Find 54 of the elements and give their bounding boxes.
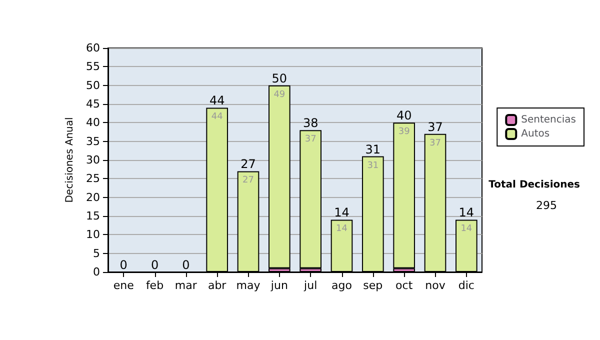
x-tick-label: ago [332,279,352,292]
total-label: 27 [240,157,256,172]
y-tick-label: 30 [86,154,100,166]
x-tick-label: may [236,279,261,292]
y-tick-label: 45 [86,98,100,110]
data-label: 37 [430,138,441,148]
total-label: 50 [272,71,288,86]
bar [268,85,290,268]
x-tick-label: jul [303,279,318,292]
y-tick-label: 55 [86,60,100,74]
x-tick-label: abr [208,279,227,292]
data-label: 14 [336,224,348,234]
text: Total Decisiones [488,180,580,190]
data-label: 31 [367,160,379,171]
data-label: 37 [304,134,316,145]
total-label: 44 [209,94,225,108]
x-tick-label: ene [113,279,134,292]
x-tick-label: feb [146,279,164,292]
x-tick-label: sep [363,279,383,292]
y-tick-label: 0 [93,266,100,278]
total-label: 31 [365,142,381,156]
total-label: 0 [120,258,128,272]
total-label: 14 [458,206,474,220]
total-label: 0 [182,258,190,272]
total-label: 0 [150,258,159,272]
data-label: 44 [211,112,224,122]
total-label: 37 [428,120,443,134]
bar [300,130,322,268]
x-tick-label: nov [425,279,446,292]
bar [393,122,415,268]
total-label: 40 [396,108,412,123]
x-tick-label: mar [174,279,198,292]
total-label: 38 [302,116,318,130]
y-tick-label: 5 [93,246,100,260]
data-label: 49 [274,90,286,100]
y-tick-label: 40 [86,116,100,130]
y-tick-label: 20 [86,190,100,204]
legend-label: Sentencias [521,114,576,126]
y-tick-label: 60 [86,42,100,54]
data-label: 39 [398,127,410,138]
y-tick-label: 50 [86,78,100,92]
text: 295 [536,199,557,212]
x-tick-label: dic [458,279,474,292]
x-tick-label: oct [396,279,414,292]
x-tick-label: jun [270,279,288,292]
y-tick-label: 35 [86,134,100,148]
y-tick-label: 15 [86,210,100,222]
y-tick-label: 10 [86,228,100,242]
legend-label: Autos [521,128,550,140]
data-label: 14 [460,224,472,234]
y-axis-title: Decisiones Anual [64,117,76,203]
data-label: 27 [242,176,254,186]
total-label: 14 [334,206,350,220]
y-tick-label: 25 [86,172,100,186]
